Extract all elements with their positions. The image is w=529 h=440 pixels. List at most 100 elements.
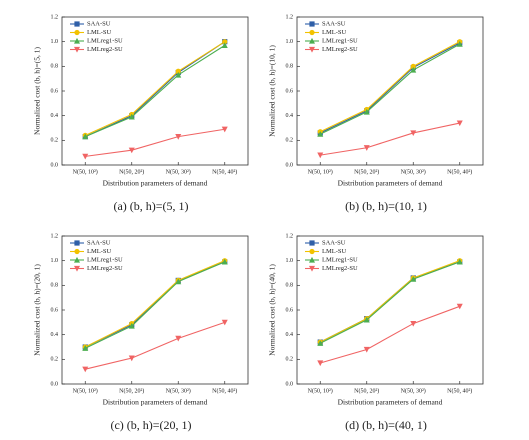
series-line	[85, 41, 226, 138]
y-tick-label: 0.4	[51, 332, 59, 338]
marker	[82, 153, 89, 160]
x-axis-label: Distribution parameters of demand	[338, 179, 443, 188]
series-line	[320, 261, 460, 343]
x-axis-label: Distribution parameters of demand	[338, 398, 443, 407]
marker	[456, 303, 463, 310]
legend-marker	[74, 29, 80, 36]
legend-marker	[309, 240, 315, 246]
series-line	[85, 44, 226, 138]
marker	[175, 134, 182, 140]
marker	[175, 278, 182, 285]
y-tick-label: 0.8	[286, 283, 294, 289]
y-tick-label: 1.2	[51, 14, 59, 20]
panel: 0.0 0.2 0.4 0.6 0.8 1.0 1.2 N(50, 10²) N(50, 20²…	[268, 14, 484, 213]
y-axis-label: Normalized cost (b, h)=(40, 1)	[268, 264, 277, 356]
y-axis-label: Normalized cost (b, h)=(20, 1)	[33, 264, 42, 356]
x-tick-label: N(50, 20²)	[119, 168, 144, 175]
y-tick-label: 1.0	[51, 39, 59, 45]
y-axis-label: Normalized cost (b, h)=(10, 1)	[268, 45, 277, 137]
marker	[128, 147, 135, 154]
caption: (a) (b, h)=(5, 1)	[113, 199, 188, 213]
x-axis-label: Distribution parameters of demand	[103, 398, 208, 407]
legend-marker	[309, 21, 315, 27]
series-line	[320, 305, 460, 364]
legend-label: LMLreg1-SU	[87, 37, 123, 44]
series-line	[85, 261, 225, 349]
y-tick-label: 1.2	[51, 233, 59, 239]
panel: 0.0 0.2 0.4 0.6 0.8 1.0 1.2 N(50, 10²) N(50, 20²…	[33, 14, 249, 213]
y-tick-label: 0.6	[51, 88, 59, 94]
y-tick-label: 0.0	[286, 162, 294, 168]
legend-label: SAA-SU	[322, 20, 346, 27]
y-tick-label: 0.4	[51, 113, 59, 119]
series-line	[85, 321, 225, 370]
marker	[221, 319, 228, 326]
x-tick-label: N(50, 30²)	[401, 168, 426, 175]
marker	[456, 41, 463, 47]
legend-label: LMLreg1-SU	[322, 256, 358, 263]
x-tick-label: N(50, 10²)	[73, 168, 98, 175]
y-tick-label: 0.8	[51, 283, 59, 289]
legend-label: LML-SU	[322, 248, 347, 255]
marker	[363, 316, 370, 323]
panel: 0.0 0.2 0.4 0.6 0.8 1.0 1.2 N(50, 10²) N(50, 20²…	[268, 233, 484, 432]
y-tick-label: 0.2	[51, 138, 59, 144]
legend-marker	[309, 29, 315, 36]
legend-marker	[74, 248, 80, 255]
marker	[410, 276, 417, 282]
marker	[128, 355, 135, 362]
x-tick-label: N(50, 30²)	[401, 387, 426, 394]
x-axis-label: Distribution parameters of demand	[103, 179, 208, 188]
legend-label: LMLreg1-SU	[87, 256, 123, 263]
caption: (b) (b, h)=(10, 1)	[345, 199, 427, 213]
panel: 0.0 0.2 0.4 0.6 0.8 1.0 1.2 N(50, 10²) N(50, 20²…	[33, 233, 249, 432]
marker	[221, 258, 228, 265]
series-line	[320, 41, 461, 133]
x-tick-label: N(50, 40²)	[212, 387, 237, 394]
legend-marker	[309, 248, 315, 255]
y-tick-label: 0.4	[286, 332, 294, 338]
legend-label: SAA-SU	[87, 239, 111, 246]
x-tick-label: N(50, 30²)	[166, 168, 191, 175]
legend-marker	[309, 37, 315, 44]
series-line	[320, 43, 461, 135]
legend-marker	[74, 21, 80, 27]
y-axis-label: Normalized cost (b, h)=(5, 1)	[33, 47, 42, 135]
legend-marker	[74, 46, 80, 53]
y-tick-label: 0.0	[51, 381, 59, 387]
marker	[175, 68, 181, 74]
x-tick-label: N(50, 10²)	[308, 387, 333, 394]
marker	[317, 340, 324, 346]
x-tick-label: N(50, 40²)	[447, 168, 472, 175]
legend-label: SAA-SU	[322, 239, 346, 246]
y-tick-label: 0.6	[51, 307, 59, 313]
series-line	[85, 128, 225, 157]
y-tick-label: 0.8	[286, 64, 294, 70]
marker	[175, 71, 182, 78]
legend-label: LML-SU	[87, 29, 112, 36]
x-tick-label: N(50, 40²)	[212, 168, 237, 175]
y-tick-label: 0.6	[286, 307, 294, 313]
marker	[221, 42, 228, 48]
legend-marker	[309, 46, 315, 53]
legend-label: LMLreg2-SU	[322, 46, 358, 53]
y-tick-label: 1.2	[286, 14, 294, 20]
y-tick-label: 0.4	[286, 113, 294, 119]
legend-label: LMLreg2-SU	[87, 46, 123, 53]
y-tick-label: 0.8	[51, 64, 59, 70]
marker	[317, 360, 324, 367]
caption: (c) (b, h)=(20, 1)	[110, 418, 191, 432]
legend-marker	[74, 37, 80, 44]
legend-marker	[74, 256, 80, 263]
marker	[456, 120, 463, 127]
series-line	[85, 41, 226, 136]
x-tick-label: N(50, 10²)	[308, 168, 333, 175]
marker	[128, 322, 135, 329]
marker	[410, 130, 417, 137]
series-line	[85, 260, 225, 348]
y-tick-label: 0.0	[286, 381, 294, 387]
marker	[82, 345, 89, 351]
x-tick-label: N(50, 20²)	[354, 168, 379, 175]
y-tick-label: 1.0	[286, 258, 294, 264]
caption: (d) (b, h)=(40, 1)	[345, 418, 427, 432]
